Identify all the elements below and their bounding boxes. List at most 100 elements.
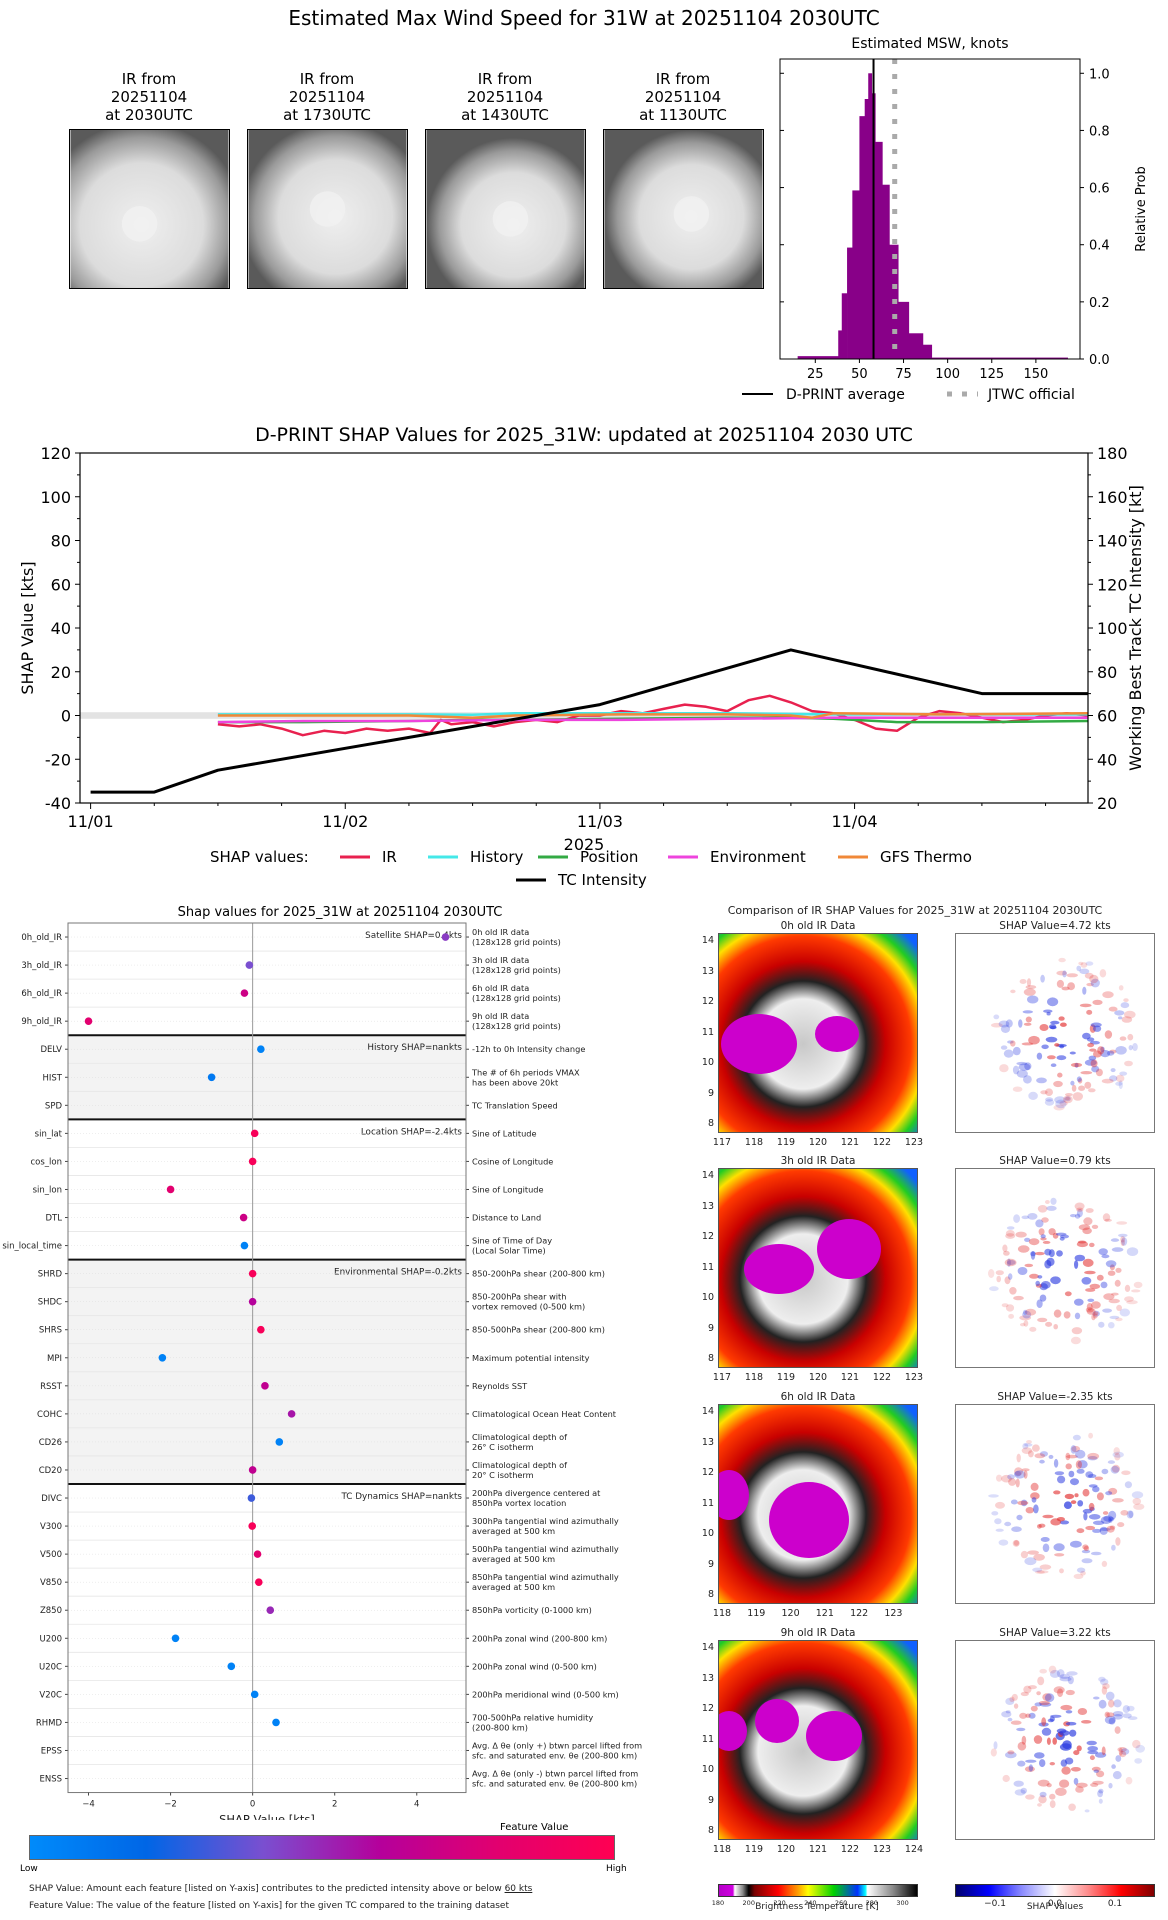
shap-blob <box>1013 1295 1024 1301</box>
shap-blob <box>1087 1456 1098 1461</box>
shap-dot <box>227 1662 236 1671</box>
shap-blob <box>1074 1493 1079 1498</box>
shap-blob <box>1055 1099 1067 1109</box>
x-tick-label: 50 <box>851 367 868 382</box>
shap-blob <box>1038 1700 1050 1706</box>
feature-description: 850-500hPa shear (200-800 km) <box>472 1325 605 1335</box>
shap-blob <box>1025 1759 1037 1763</box>
shap-blob <box>1086 1740 1097 1746</box>
shap-blob <box>1049 1800 1056 1809</box>
shap-blob <box>1091 1313 1096 1321</box>
shap-blob <box>1059 1779 1070 1788</box>
shap-panel-title: SHAP Value=-2.35 kts <box>997 1391 1113 1403</box>
feature-name: DIVC <box>41 1494 62 1504</box>
feature-description: -12h to 0h Intensity change <box>472 1044 585 1054</box>
feature-description: 300hPa tangential wind azimuthally <box>472 1516 619 1526</box>
shap-blob <box>1034 1251 1045 1256</box>
shap-blob <box>1055 1787 1067 1796</box>
shap-blob <box>1082 1032 1091 1040</box>
shap-blob <box>1028 1764 1034 1772</box>
shap-blob <box>1064 1493 1075 1500</box>
shap-blob <box>1114 1726 1121 1734</box>
latitude-tick-label: 12 <box>701 1703 714 1714</box>
longitude-tick-label: 121 <box>840 1137 860 1148</box>
shap-blob <box>1120 1239 1125 1246</box>
satellite-ir-image <box>247 129 408 289</box>
msw-histogram-chart: Estimated MSW, knots 25 50 75 100 125 150 0.0 0.… <box>742 36 1149 403</box>
shap-blob <box>1098 1788 1104 1794</box>
shap-blob <box>1120 1002 1130 1009</box>
y-right-tick-label: 100 <box>1097 619 1128 638</box>
feature-description: 9h old IR data <box>472 1011 529 1021</box>
x-tick-label: 11/04 <box>832 812 878 831</box>
shap-map-graphic <box>991 957 1138 1111</box>
shap-blob <box>1104 1218 1112 1222</box>
shap-blob <box>1086 1308 1096 1315</box>
shap-blob <box>1100 1281 1108 1289</box>
shap-blob <box>988 1269 995 1278</box>
shap-blob <box>1031 1497 1037 1503</box>
shap-blob <box>1082 1227 1092 1235</box>
shap-blob <box>1036 1691 1041 1696</box>
latitude-tick-label: 8 <box>707 1118 714 1129</box>
shap-blob <box>1020 1691 1029 1697</box>
shap-blob <box>1014 1470 1026 1479</box>
shap-blob <box>1083 1512 1088 1521</box>
shap-blob <box>1021 1447 1033 1454</box>
shap-blob <box>1009 1696 1015 1702</box>
shap-blob <box>1038 1523 1046 1528</box>
shap-blob <box>1099 1527 1111 1531</box>
latitude-tick-label: 9 <box>707 1322 714 1334</box>
shap-blob <box>1045 1097 1054 1102</box>
longitude-tick-label: 123 <box>904 1137 924 1148</box>
cold-cloud-top <box>719 1470 749 1520</box>
shap-blob <box>1012 1065 1020 1075</box>
shap-blob <box>1005 1019 1013 1028</box>
shap-map-image <box>955 933 1155 1133</box>
shap-blob <box>1053 1543 1065 1552</box>
shap-blob <box>1045 1036 1058 1043</box>
legend-label: TC Intensity <box>557 871 647 889</box>
shap-blob <box>1044 1259 1052 1269</box>
shap-blob <box>1092 999 1103 1005</box>
feature-group-label: Location SHAP=-2.4kts <box>361 1127 463 1137</box>
satellite-caption: IR from 20251104 at 1130UTC <box>603 70 763 124</box>
shap-blob <box>1045 1200 1050 1204</box>
main-title: Estimated Max Wind Speed for 31W at 2025… <box>288 6 880 30</box>
baseline-intensity: 60 kts <box>504 1884 533 1894</box>
shap-blob <box>1110 1238 1120 1242</box>
shap-blob <box>1084 1809 1090 1813</box>
feature-description: 3h old IR data <box>472 955 529 965</box>
longitude-tick-label: 122 <box>840 1844 860 1855</box>
shap-blob <box>1110 1068 1116 1073</box>
shap-blob <box>1000 1024 1011 1033</box>
x-tick-label: 125 <box>979 367 1004 382</box>
x-tick-label: −4 <box>82 1800 95 1810</box>
shap-blob <box>1127 1716 1138 1720</box>
x-axis-label: SHAP Value [kts] <box>219 1813 315 1820</box>
shap-blob <box>1020 1550 1028 1559</box>
shap-blob <box>1013 1703 1019 1709</box>
shap-blob <box>1087 1746 1098 1752</box>
shap-blob <box>1059 1674 1071 1679</box>
shap-blob <box>1114 1452 1121 1461</box>
feature-description: 500hPa tangential wind azimuthally <box>472 1544 619 1554</box>
satellite-caption-line: 20251104 <box>644 88 722 106</box>
shap-dot <box>248 1522 257 1530</box>
longitude-tick-label: 119 <box>747 1608 766 1619</box>
shap-blob <box>1005 1751 1017 1759</box>
feature-description: sfc. and saturated env. θe (200-800 km) <box>472 1779 637 1789</box>
satellite-ir-graphic <box>248 130 407 288</box>
shap-blob <box>991 1022 1003 1028</box>
feature-name: U20C <box>39 1662 62 1672</box>
shap-blob <box>1127 1033 1134 1041</box>
shap-blob <box>1069 1051 1076 1055</box>
histogram-bar <box>864 99 869 359</box>
shap-blob <box>1101 1254 1110 1259</box>
shap-blob <box>1039 1564 1052 1570</box>
shap-blob <box>1116 1221 1128 1225</box>
feature-description: 850hPa vorticity (0-1000 km) <box>472 1605 592 1615</box>
shap-blob <box>1118 1016 1123 1020</box>
feature-description: sfc. and saturated env. θe (200-800 km) <box>472 1750 637 1760</box>
shap-blob <box>1109 1049 1117 1054</box>
